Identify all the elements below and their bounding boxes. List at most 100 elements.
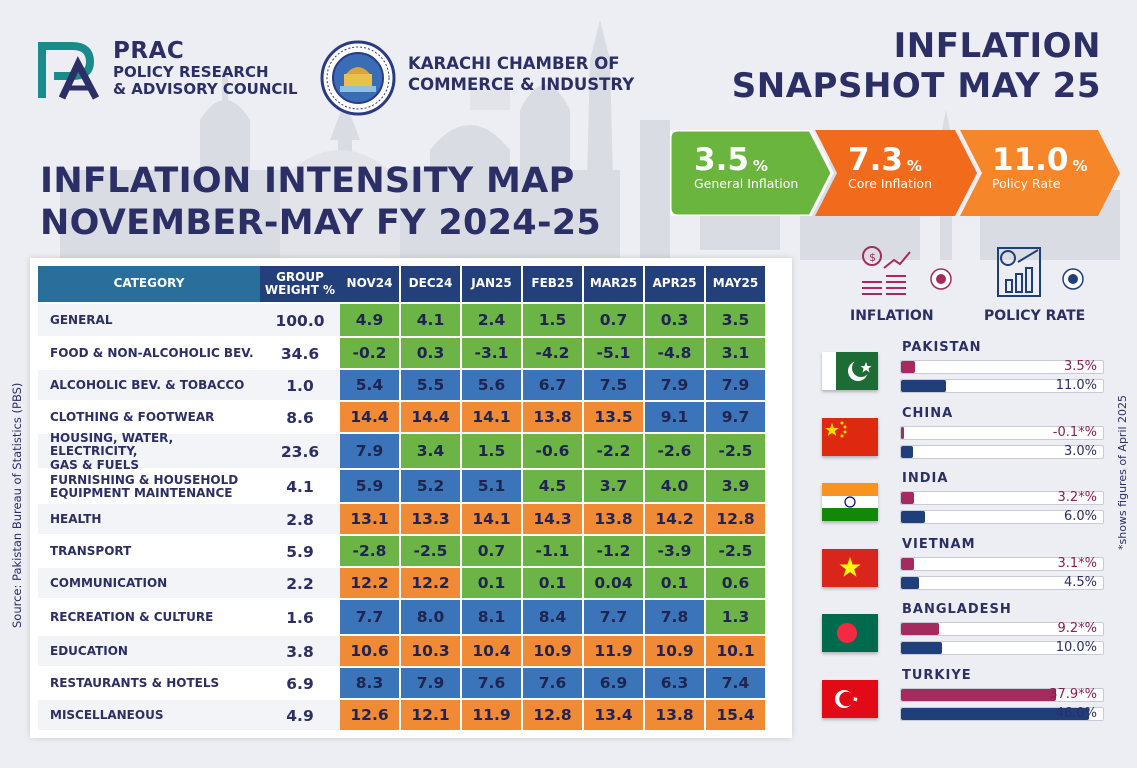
category-line: ALCOHOLIC BEV. & TOBACCO	[50, 378, 245, 393]
policy-rate-value: 3.0%	[1063, 443, 1097, 459]
category-line: GAS & FUELS	[50, 457, 140, 472]
country-name: CHINA	[902, 405, 954, 421]
heatmap-cell: 7.6	[462, 668, 523, 700]
heatmap-cell: 6.7	[523, 370, 584, 402]
kcci-line-2: COMMERCE & INDUSTRY	[408, 74, 635, 94]
snapshot-title-line-2: SNAPSHOT MAY 25	[731, 66, 1101, 107]
inflation-value: 3.2*%	[1057, 490, 1097, 505]
category-text: HEALTH	[50, 512, 101, 526]
heatmap-cell: 3.1	[706, 338, 767, 370]
row-group-weight: 4.1	[286, 478, 314, 496]
heatmap-cell: 12.8	[706, 504, 767, 536]
heatmap-cell: 5.4	[340, 370, 401, 402]
row-category-label: RECREATION & CULTURE	[38, 600, 260, 636]
heatmap-cell: 7.6	[523, 668, 584, 700]
inflation-bar	[901, 361, 916, 373]
heatmap-cell: 9.7	[706, 402, 767, 434]
row-stripe	[38, 600, 340, 634]
category-text: ALCOHOLIC BEV. & TOBACCO	[50, 378, 245, 393]
heatmap-cell: -0.6	[523, 434, 584, 470]
kpi-chevrons	[670, 130, 1120, 216]
heatmap-cell: 8.3	[340, 668, 401, 700]
row-group-weight: 100.0	[275, 312, 325, 330]
country-name: VIETNAM	[902, 536, 976, 552]
inflation-bar	[901, 623, 939, 635]
category-text: FURNISHING & HOUSEHOLD EQUIPMENT MAINTENA…	[50, 473, 238, 501]
row-category-label: EDUCATION	[38, 636, 260, 668]
kpi-policy-rate: 11.0% Policy Rate	[992, 142, 1088, 191]
kpi-value: 7.3	[848, 142, 903, 178]
category-text: RESTAURANTS & HOTELS	[50, 676, 219, 690]
heatmap-cell: 10.6	[340, 636, 401, 668]
kpi-label: Core Inflation	[848, 176, 932, 191]
inflation-bar	[901, 557, 914, 570]
policy-bar-track: 4.5%	[900, 575, 1104, 590]
heatmap-cell: 7.9	[340, 434, 401, 470]
policy-rate-bar	[901, 642, 942, 654]
row-stripe	[38, 370, 340, 400]
row-category-label: GENERAL	[38, 304, 260, 338]
row-category-label: FURNISHING & HOUSEHOLD EQUIPMENT MAINTENA…	[38, 470, 260, 504]
heatmap-cell: 13.8	[584, 504, 645, 536]
heatmap-cell: 15.4	[706, 700, 767, 732]
source-note: Source: Pakistan Bureau of Statistics (P…	[10, 382, 24, 628]
heatmap-cell: 5.9	[340, 470, 401, 504]
heatmap-cell: 14.1	[462, 504, 523, 536]
heatmap-cell: -1.2	[584, 536, 645, 568]
heatmap-cell: -4.8	[645, 338, 706, 370]
heatmap-cell: 13.4	[584, 700, 645, 732]
heatmap-cell: 9.1	[645, 402, 706, 434]
heatmap-cell: 1.5	[523, 304, 584, 338]
heatmap-cell: 0.3	[401, 338, 462, 370]
country-name: TURKIYE	[902, 667, 972, 683]
heatmap-cell: 0.6	[706, 568, 767, 600]
policy-bar-track: 11.0%	[900, 378, 1104, 393]
row-category-label: HEALTH	[38, 504, 260, 536]
heatmap-cell: 8.4	[523, 600, 584, 636]
row-category-label: RESTAURANTS & HOTELS	[38, 668, 260, 700]
footnote: *shows figures of April 2025	[1116, 394, 1129, 550]
heatmap-cell: -2.5	[706, 536, 767, 568]
legend-policy-label: POLICY RATE	[984, 308, 1086, 324]
row-stripe	[38, 304, 340, 336]
header-month-feb25: FEB25	[523, 266, 582, 302]
kcci-name: KARACHI CHAMBER OF COMMERCE & INDUSTRY	[408, 54, 634, 95]
heatmap-cell: 13.8	[645, 700, 706, 732]
report-chart-icon	[997, 247, 1041, 297]
row-category-label: ALCOHOLIC BEV. & TOBACCO	[38, 370, 260, 402]
row-category-label: FOOD & NON-ALCOHOLIC BEV.	[38, 338, 260, 370]
row-group-weight: 23.6	[280, 443, 320, 461]
heatmap-cell: 0.1	[645, 568, 706, 600]
row-stripe	[38, 668, 340, 698]
policy-rate-value: 11.0%	[1055, 378, 1097, 393]
row-category-label: HOUSING, WATER, ELECTRICITY, GAS & FUELS	[38, 430, 260, 472]
row-group-weight: 2.2	[286, 575, 314, 593]
row-group-weight: 1.0	[286, 377, 314, 395]
row-stripe	[38, 636, 340, 666]
inflation-bar-track: 3.1*%	[900, 556, 1104, 571]
header-weight-line: WEIGHT %	[264, 283, 336, 297]
vietnam-flag	[822, 548, 878, 587]
heatmap-cell: -3.1	[462, 338, 523, 370]
heatmap-cell: 0.3	[645, 304, 706, 338]
heatmap-cell: 3.4	[401, 434, 462, 470]
category-line: COMMUNICATION	[50, 576, 168, 591]
heatmap-cell: 13.3	[401, 504, 462, 536]
inflation-bar-track: -0.1*%	[900, 425, 1104, 440]
category-line: HOUSING, WATER, ELECTRICITY,	[50, 430, 174, 459]
heatmap-cell: 5.5	[401, 370, 462, 402]
header-month-nov24: NOV24	[340, 266, 399, 302]
inflation-heatmap-table: CATEGORY GROUP WEIGHT % NOV24 DEC24 JAN25 FEB2…	[30, 258, 792, 738]
kpi-unit: %	[906, 156, 922, 175]
heatmap-cell: 7.5	[584, 370, 645, 402]
heatmap-cell: 3.5	[706, 304, 767, 338]
header-month-dec24: DEC24	[401, 266, 460, 302]
header-month-mar25: MAR25	[584, 266, 643, 302]
header-month-may25: MAY25	[706, 266, 765, 302]
row-category-label: MISCELLANEOUS	[38, 700, 260, 732]
category-line: RECREATION & CULTURE	[50, 610, 214, 625]
policy-rate-bar	[901, 380, 946, 392]
heatmap-cell: 4.1	[401, 304, 462, 338]
row-group-weight: 6.9	[286, 675, 314, 693]
prac-line-2: & ADVISORY COUNCIL	[113, 80, 298, 98]
